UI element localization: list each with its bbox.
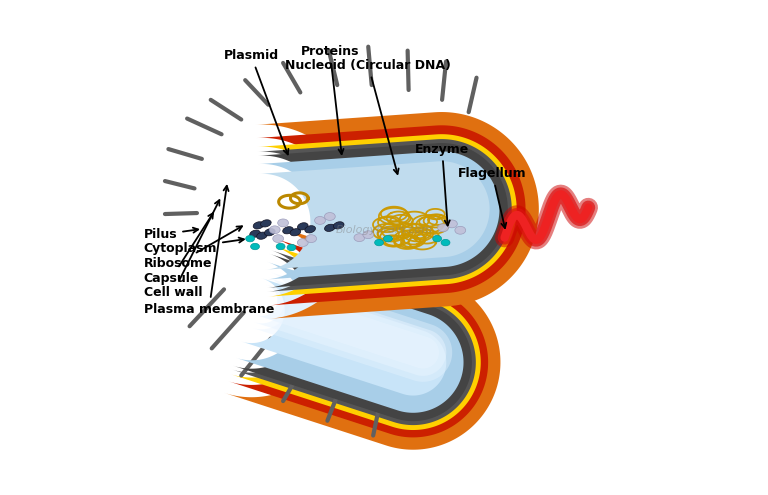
Polygon shape (258, 151, 499, 280)
Polygon shape (257, 134, 517, 297)
Polygon shape (259, 161, 490, 270)
Text: Capsule: Capsule (144, 213, 213, 285)
Ellipse shape (446, 220, 457, 228)
Polygon shape (253, 272, 452, 382)
Ellipse shape (246, 236, 254, 242)
Ellipse shape (455, 226, 465, 234)
Ellipse shape (432, 236, 442, 242)
Ellipse shape (253, 222, 263, 229)
Ellipse shape (315, 216, 326, 224)
Polygon shape (254, 278, 446, 376)
Ellipse shape (257, 232, 267, 239)
Ellipse shape (354, 234, 365, 242)
Polygon shape (236, 262, 464, 413)
Polygon shape (257, 139, 511, 292)
Polygon shape (257, 125, 525, 305)
Ellipse shape (297, 223, 308, 230)
Text: Cell wall: Cell wall (144, 200, 220, 299)
Ellipse shape (324, 212, 336, 220)
Text: Plasmid: Plasmid (223, 49, 289, 154)
Text: Proteins: Proteins (300, 45, 359, 154)
Ellipse shape (375, 240, 383, 246)
Ellipse shape (325, 224, 335, 232)
Text: Cytoplasm: Cytoplasm (144, 238, 244, 255)
Ellipse shape (438, 224, 449, 232)
Text: Biologybrain.com: Biologybrain.com (336, 225, 432, 235)
Text: Plasma membrane: Plasma membrane (144, 186, 274, 315)
Polygon shape (256, 112, 539, 319)
Ellipse shape (264, 229, 275, 236)
Ellipse shape (250, 230, 260, 237)
Ellipse shape (276, 244, 285, 249)
Ellipse shape (362, 231, 374, 239)
Polygon shape (224, 227, 501, 449)
Text: Enzyme: Enzyme (415, 143, 469, 226)
Polygon shape (233, 254, 472, 421)
Ellipse shape (287, 245, 296, 250)
Polygon shape (258, 143, 508, 288)
Polygon shape (232, 250, 476, 425)
Ellipse shape (250, 244, 260, 249)
Text: Nucleoid (Circular DNA): Nucleoid (Circular DNA) (285, 59, 451, 174)
Ellipse shape (441, 240, 450, 246)
Ellipse shape (290, 229, 301, 236)
Ellipse shape (297, 239, 308, 247)
Ellipse shape (278, 219, 289, 227)
Polygon shape (228, 239, 488, 438)
Polygon shape (241, 278, 446, 396)
Text: Flagellum: Flagellum (458, 167, 527, 228)
Text: Pilus: Pilus (144, 228, 198, 241)
Ellipse shape (283, 227, 293, 234)
Ellipse shape (305, 226, 316, 233)
Ellipse shape (260, 220, 271, 227)
Ellipse shape (273, 235, 283, 243)
Ellipse shape (383, 236, 392, 242)
Ellipse shape (306, 235, 316, 243)
Ellipse shape (333, 222, 344, 229)
Polygon shape (257, 285, 439, 368)
Text: Ribosome: Ribosome (144, 226, 242, 270)
Ellipse shape (270, 226, 280, 234)
Polygon shape (230, 246, 481, 430)
